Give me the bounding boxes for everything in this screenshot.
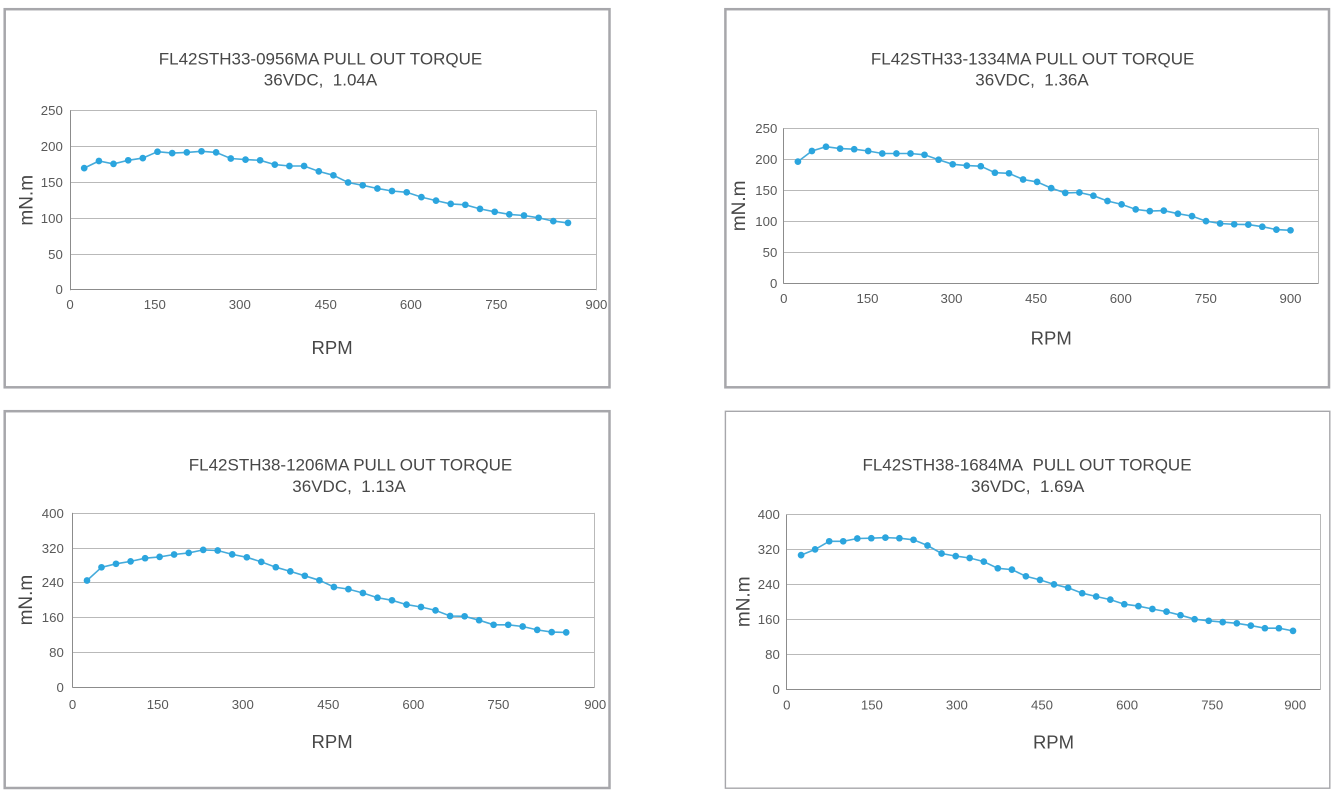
svg-text:0: 0 bbox=[772, 682, 779, 697]
svg-text:750: 750 bbox=[485, 297, 507, 312]
svg-text:300: 300 bbox=[229, 297, 251, 312]
svg-text:600: 600 bbox=[1116, 698, 1138, 713]
svg-text:400: 400 bbox=[42, 506, 64, 521]
svg-text:0: 0 bbox=[783, 698, 790, 713]
svg-text:36VDC, 1.04A: 36VDC, 1.04A bbox=[264, 70, 378, 89]
svg-text:150: 150 bbox=[755, 183, 777, 198]
svg-text:150: 150 bbox=[144, 297, 166, 312]
svg-text:0: 0 bbox=[56, 680, 63, 695]
svg-text:FL42STH38-1206MA PULL OUT TORQ: FL42STH38-1206MA PULL OUT TORQUE bbox=[189, 456, 512, 475]
svg-text:0: 0 bbox=[780, 291, 787, 306]
svg-text:FL42STH38-1684MA PULL OUT TOR: FL42STH38-1684MA PULL OUT TORQUE bbox=[862, 456, 1191, 475]
svg-text:900: 900 bbox=[584, 697, 606, 712]
svg-text:300: 300 bbox=[232, 697, 254, 712]
svg-text:600: 600 bbox=[1110, 291, 1132, 306]
svg-text:mN.m: mN.m bbox=[729, 181, 750, 232]
svg-text:150: 150 bbox=[861, 698, 883, 713]
svg-text:mN.m: mN.m bbox=[16, 175, 37, 226]
svg-text:36VDC, 1.13A: 36VDC, 1.13A bbox=[292, 477, 406, 496]
svg-text:36VDC, 1.36A: 36VDC, 1.36A bbox=[975, 70, 1089, 89]
svg-text:450: 450 bbox=[1025, 291, 1047, 306]
svg-text:600: 600 bbox=[402, 697, 424, 712]
svg-text:450: 450 bbox=[1031, 698, 1053, 713]
svg-text:0: 0 bbox=[69, 697, 76, 712]
svg-text:RPM: RPM bbox=[312, 731, 353, 752]
svg-text:0: 0 bbox=[66, 297, 73, 312]
svg-text:900: 900 bbox=[585, 297, 607, 312]
svg-text:0: 0 bbox=[770, 276, 777, 291]
svg-text:0: 0 bbox=[55, 282, 62, 297]
svg-text:80: 80 bbox=[49, 645, 64, 660]
svg-text:80: 80 bbox=[765, 647, 780, 662]
svg-text:RPM: RPM bbox=[312, 337, 353, 358]
svg-text:160: 160 bbox=[758, 612, 780, 627]
svg-text:450: 450 bbox=[317, 697, 339, 712]
svg-text:240: 240 bbox=[758, 577, 780, 592]
svg-text:200: 200 bbox=[755, 152, 777, 167]
svg-text:160: 160 bbox=[42, 610, 64, 625]
svg-text:320: 320 bbox=[42, 541, 64, 556]
svg-text:450: 450 bbox=[315, 297, 337, 312]
svg-text:150: 150 bbox=[147, 697, 169, 712]
svg-text:FL42STH33-1334MA PULL OUT TORQ: FL42STH33-1334MA PULL OUT TORQUE bbox=[871, 50, 1194, 69]
svg-text:50: 50 bbox=[48, 247, 63, 262]
svg-text:mN.m: mN.m bbox=[16, 575, 37, 626]
svg-text:RPM: RPM bbox=[1033, 732, 1074, 753]
svg-text:900: 900 bbox=[1284, 698, 1306, 713]
svg-text:240: 240 bbox=[42, 575, 64, 590]
svg-text:750: 750 bbox=[1201, 698, 1223, 713]
svg-text:50: 50 bbox=[763, 245, 778, 260]
svg-text:FL42STH33-0956MA PULL OUT TORQ: FL42STH33-0956MA PULL OUT TORQUE bbox=[159, 50, 482, 69]
svg-text:300: 300 bbox=[946, 698, 968, 713]
svg-text:36VDC, 1.69A: 36VDC, 1.69A bbox=[971, 477, 1085, 496]
svg-text:250: 250 bbox=[755, 121, 777, 136]
svg-text:400: 400 bbox=[758, 507, 780, 522]
svg-text:750: 750 bbox=[487, 697, 509, 712]
svg-text:RPM: RPM bbox=[1031, 328, 1072, 349]
svg-text:300: 300 bbox=[940, 291, 962, 306]
svg-text:320: 320 bbox=[758, 542, 780, 557]
svg-text:600: 600 bbox=[400, 297, 422, 312]
svg-text:250: 250 bbox=[41, 103, 63, 118]
svg-text:100: 100 bbox=[755, 214, 777, 229]
svg-text:mN.m: mN.m bbox=[733, 576, 754, 627]
svg-text:150: 150 bbox=[41, 175, 63, 190]
svg-text:200: 200 bbox=[41, 139, 63, 154]
svg-text:900: 900 bbox=[1279, 291, 1301, 306]
svg-text:750: 750 bbox=[1195, 291, 1217, 306]
svg-text:150: 150 bbox=[856, 291, 878, 306]
svg-text:100: 100 bbox=[41, 211, 63, 226]
